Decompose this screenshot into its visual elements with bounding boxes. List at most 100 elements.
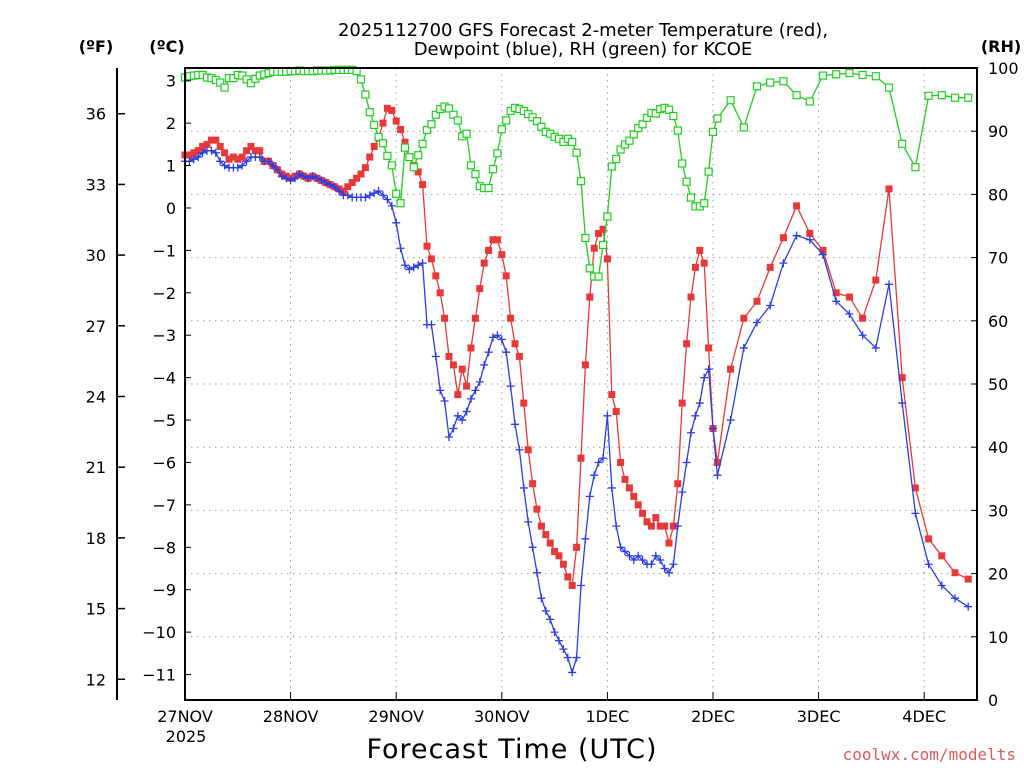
temperature-point bbox=[427, 255, 435, 263]
x-tick-label: 4DEC bbox=[902, 707, 946, 726]
temperature-point bbox=[832, 289, 840, 297]
dewpoint-point bbox=[537, 594, 546, 603]
temperature-point bbox=[251, 147, 259, 155]
temperature-point bbox=[819, 246, 827, 254]
temperature-point bbox=[691, 263, 699, 271]
rh-point bbox=[845, 68, 854, 78]
temperature-point bbox=[397, 126, 405, 134]
rh-point bbox=[466, 161, 476, 170]
f-tick-label: 30 bbox=[86, 246, 106, 265]
dewpoint-point bbox=[691, 411, 700, 420]
dewpoint-point bbox=[885, 280, 893, 289]
dewpoint-point bbox=[616, 543, 625, 552]
temperature-point bbox=[203, 140, 211, 148]
temperature-point bbox=[190, 149, 198, 157]
dewpoint-point bbox=[506, 382, 515, 391]
temperature-point bbox=[630, 492, 638, 500]
dewpoint-point bbox=[511, 420, 519, 429]
series-rh bbox=[180, 65, 973, 281]
rh-point bbox=[950, 93, 960, 102]
temperature-point bbox=[669, 522, 677, 530]
dewpoint-point bbox=[581, 534, 590, 543]
rh-point bbox=[453, 116, 462, 125]
c-tick-label: −11 bbox=[142, 666, 176, 685]
temperature-point bbox=[463, 382, 471, 390]
c-tick-label: 0 bbox=[166, 199, 176, 218]
c-tick-label: −4 bbox=[152, 369, 176, 388]
temperature-point bbox=[951, 569, 959, 577]
dewpoint-point bbox=[647, 560, 656, 569]
rh-point bbox=[370, 120, 379, 129]
dewpoint-point bbox=[607, 483, 616, 492]
rh-point bbox=[216, 78, 225, 87]
f-tick-label: 12 bbox=[86, 670, 106, 689]
temperature-point bbox=[590, 244, 598, 252]
dewpoint-point bbox=[383, 195, 392, 204]
rh-point bbox=[594, 272, 603, 281]
temperature-point bbox=[212, 136, 220, 144]
rh-tick-label: 80 bbox=[988, 185, 1008, 204]
temperature-point bbox=[234, 155, 242, 163]
c-tick-label: −7 bbox=[152, 496, 176, 515]
rh-point bbox=[422, 125, 432, 135]
dewpoint-point bbox=[832, 297, 841, 306]
temperature-point bbox=[595, 229, 603, 237]
dewpoint-point bbox=[396, 244, 405, 253]
rh-point bbox=[581, 233, 590, 243]
f-tick-label: 15 bbox=[86, 600, 106, 619]
temperature-point bbox=[339, 187, 347, 195]
temperature-point bbox=[700, 259, 708, 267]
rh-point bbox=[964, 93, 973, 102]
dewpoint-point bbox=[673, 522, 682, 531]
dewpoint-point bbox=[453, 411, 462, 420]
rh-point bbox=[612, 154, 621, 164]
dewpoint-point bbox=[286, 176, 295, 185]
c-tick-label: −1 bbox=[152, 241, 176, 260]
x-tick-label: 27NOV bbox=[157, 707, 213, 726]
dewpoint-point bbox=[277, 172, 286, 181]
temperature-point bbox=[581, 361, 589, 369]
dewpoint-point bbox=[431, 352, 440, 361]
temperature-point bbox=[683, 340, 691, 348]
rh-point bbox=[704, 167, 713, 176]
temperature-point bbox=[885, 185, 893, 193]
rh-point bbox=[708, 127, 718, 136]
rh-point bbox=[532, 116, 542, 126]
dewpoint-point bbox=[467, 394, 475, 403]
rh-point bbox=[497, 125, 506, 134]
dewpoint-point bbox=[766, 301, 775, 310]
dewpoint-point bbox=[858, 331, 867, 340]
temperature-point bbox=[229, 153, 237, 161]
rh-point bbox=[752, 82, 762, 91]
dewpoint-point bbox=[572, 653, 581, 662]
temperature-point bbox=[542, 531, 550, 539]
f-tick-label: 24 bbox=[86, 387, 106, 406]
rh-point bbox=[616, 145, 625, 154]
rh-point bbox=[365, 108, 374, 117]
dewpoint-point bbox=[317, 176, 326, 185]
temperature-point bbox=[555, 552, 563, 560]
temperature-point bbox=[938, 552, 946, 560]
temperature-point bbox=[383, 104, 391, 112]
dewpoint-point bbox=[898, 399, 907, 408]
temperature-point bbox=[872, 276, 880, 284]
dewpoint-point bbox=[405, 265, 414, 274]
dewpoint-point bbox=[343, 191, 352, 200]
rh-point bbox=[629, 130, 638, 139]
temperature-point bbox=[859, 314, 867, 322]
temperature-point bbox=[586, 293, 594, 301]
rh-point bbox=[462, 129, 471, 138]
dewpoint-point bbox=[594, 458, 603, 467]
rh-point bbox=[246, 79, 256, 88]
dewpoint-point bbox=[471, 386, 480, 395]
rh-point bbox=[378, 139, 388, 148]
dewpoint-point bbox=[449, 424, 458, 433]
dewpoint-point bbox=[634, 551, 643, 560]
rh-tick-label: 0 bbox=[988, 691, 998, 710]
x-tick-label: 30NOV bbox=[474, 707, 530, 726]
rh-point bbox=[792, 91, 801, 100]
dewpoint-point bbox=[269, 161, 277, 170]
rh-unit-label: (RH) bbox=[981, 37, 1021, 56]
dewpoint-point bbox=[335, 187, 343, 196]
